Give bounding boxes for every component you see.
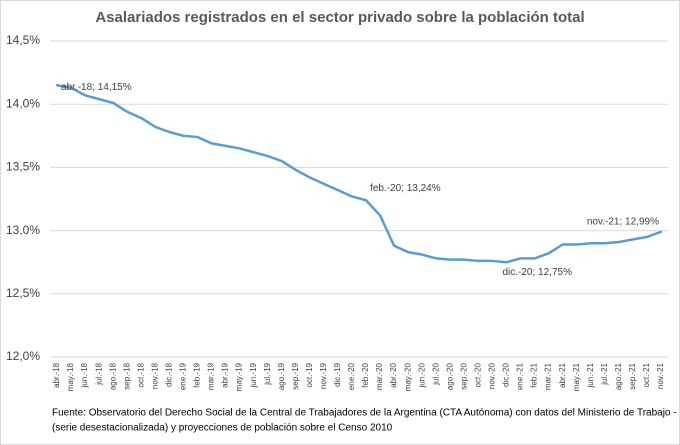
data-label: nov.-21; 12,99% [587, 217, 659, 228]
x-tick-label: dic.-18 [164, 362, 173, 387]
x-tick-label: nov.-20 [488, 362, 497, 389]
x-tick-label: may.-20 [403, 362, 412, 391]
x-tick-label: ene.-20 [347, 362, 356, 390]
x-tick-label: jul.-20 [431, 362, 440, 385]
y-tick-label: 12,0% [6, 349, 40, 363]
x-tick-label: nov.-18 [150, 362, 159, 389]
x-tick-label: feb.-20 [361, 362, 370, 387]
x-tick-label: ago.-18 [108, 362, 117, 390]
x-tick-label: jul.-21 [600, 362, 609, 385]
y-tick-label: 12,5% [6, 286, 40, 300]
x-tick-label: sep.-18 [122, 362, 131, 389]
x-tick-label: may.-21 [572, 362, 581, 391]
x-tick-label: jun.-21 [586, 362, 595, 388]
x-tick-label: sep.-20 [459, 362, 468, 389]
x-tick-label: may.-18 [66, 362, 75, 391]
x-tick-label: oct.-20 [473, 362, 482, 387]
x-tick-label: abr.-21 [558, 362, 567, 387]
source-note: (serie desestacionalizada) y proyeccione… [52, 423, 393, 434]
x-tick-label: jul.-19 [263, 362, 272, 385]
data-label: dic.-20; 12,75% [502, 267, 572, 278]
x-tick-label: jun.-18 [80, 362, 89, 388]
y-tick-label: 13,5% [6, 160, 40, 174]
x-tick-label: feb.-21 [530, 362, 539, 387]
x-tick-label: feb.-19 [193, 362, 202, 387]
x-tick-label: ago.-19 [277, 362, 286, 390]
x-tick-label: ene.-19 [179, 362, 188, 390]
x-tick-label: mar.-20 [375, 362, 384, 390]
x-tick-label: abr.-20 [389, 362, 398, 387]
x-tick-label: ago.-21 [614, 362, 623, 390]
x-tick-label: jun.-20 [417, 362, 426, 388]
x-tick-label: mar.-19 [207, 362, 216, 390]
y-tick-label: 14,5% [6, 33, 40, 47]
x-tick-label: sep.-21 [628, 362, 637, 389]
x-tick-label: jul.-18 [94, 362, 103, 385]
y-tick-label: 14,0% [6, 96, 40, 110]
x-tick-label: jun.-19 [249, 362, 258, 388]
x-tick-label: abr.-19 [221, 362, 230, 387]
x-tick-label: oct.-18 [136, 362, 145, 387]
data-label: feb.-20; 13,24% [370, 183, 441, 194]
y-tick-label: 13,0% [6, 223, 40, 237]
x-tick-label: ago.-20 [445, 362, 454, 390]
x-tick-label: nov.-19 [319, 362, 328, 389]
data-label: abr.-18; 14,15% [61, 82, 132, 93]
data-line [55, 83, 663, 264]
source-note: Fuente: Observatorio del Derecho Social … [52, 408, 680, 419]
x-tick-label: oct.-19 [305, 362, 314, 387]
x-tick-label: oct.-21 [642, 362, 651, 387]
x-tick-label: dic.-20 [502, 362, 511, 387]
x-tick-label: dic.-19 [333, 362, 342, 387]
x-tick-label: nov.-21 [656, 362, 665, 389]
x-tick-label: ene.-21 [516, 362, 525, 390]
chart-title: Asalariados registrados en el sector pri… [95, 9, 584, 26]
x-tick-label: may.-19 [235, 362, 244, 391]
x-tick-label: sep.-19 [291, 362, 300, 389]
x-tick-label: abr.-18 [52, 362, 61, 387]
x-tick-label: mar.-21 [544, 362, 553, 390]
